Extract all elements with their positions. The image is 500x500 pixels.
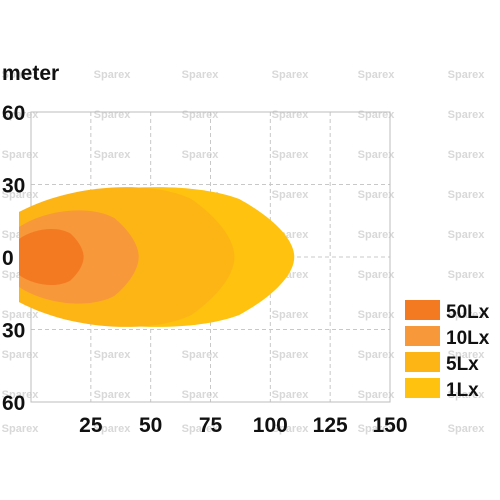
watermark-text: Sparex	[358, 389, 396, 401]
watermark-text: Sparex	[272, 189, 310, 201]
watermark-text: Sparex	[182, 109, 220, 121]
watermark-text: Sparex	[2, 309, 40, 321]
y-tick-labels: 60 30 0 30 60	[2, 102, 25, 415]
y-tick-label: 60	[2, 102, 25, 125]
watermark-text: Sparex	[358, 229, 396, 241]
watermark-text: Sparex	[358, 189, 396, 201]
watermark-text: Sparex	[358, 269, 396, 281]
y-tick-label: 30	[2, 320, 25, 343]
watermark-text: Sparex	[272, 109, 310, 121]
watermark-text: Sparex	[448, 423, 486, 435]
watermark-text: Sparex	[448, 309, 486, 321]
legend-swatch	[405, 300, 440, 320]
watermark-text: Sparex	[272, 309, 310, 321]
watermark-text: Sparex	[272, 69, 310, 81]
watermark-text: Sparex	[358, 309, 396, 321]
x-tick-labels: 25 50 75 100 125 150	[79, 414, 407, 437]
x-tick-label: 50	[139, 414, 162, 437]
legend-label: 5Lx	[446, 354, 479, 375]
x-tick-label: 100	[253, 414, 288, 437]
legend-label: 1Lx	[446, 380, 479, 401]
legend-swatch	[405, 326, 440, 346]
watermark-text: Sparex	[2, 389, 40, 401]
watermark-text: Sparex	[358, 349, 396, 361]
legend: 50Lx 10Lx 5Lx 1Lx	[405, 300, 490, 401]
watermark-text: Sparex	[2, 149, 40, 161]
legend-label: 50Lx	[446, 302, 490, 323]
watermark-text: Sparex	[448, 389, 486, 401]
x-tick-label: 125	[313, 414, 348, 437]
watermark-text: Sparex	[272, 423, 310, 435]
watermark-text: Sparex	[182, 149, 220, 161]
watermark-text: Sparex	[182, 69, 220, 81]
watermark-text: Sparex	[182, 423, 220, 435]
watermark-text: Sparex	[448, 229, 486, 241]
watermark-text: Sparex	[358, 423, 396, 435]
watermark-text: Sparex	[272, 389, 310, 401]
watermark-text: Sparex	[2, 349, 40, 361]
watermark-text: Sparex	[94, 109, 132, 121]
watermark-text: Sparex	[2, 423, 40, 435]
watermark-text: Sparex	[448, 189, 486, 201]
watermark-text: Sparex	[94, 69, 132, 81]
watermark-text: Sparex	[272, 349, 310, 361]
x-tick-label: 25	[79, 414, 103, 437]
watermark-text: Sparex	[94, 389, 132, 401]
watermark-text: Sparex	[448, 109, 486, 121]
watermark-text: Sparex	[2, 69, 40, 81]
legend-label: 10Lx	[446, 328, 490, 349]
watermark-text: Sparex	[448, 349, 486, 361]
watermark-text: Sparex	[2, 189, 40, 201]
watermark-text: Sparex	[182, 349, 220, 361]
legend-swatch	[405, 352, 440, 372]
y-axis-label: meter	[2, 62, 59, 85]
watermark-text: Sparex	[94, 349, 132, 361]
watermark-text: Sparex	[94, 149, 132, 161]
beam-shapes	[19, 187, 295, 327]
watermark-text: Sparex	[2, 109, 40, 121]
legend-swatch	[405, 378, 440, 398]
y-tick-label: 0	[2, 247, 14, 270]
x-tick-label: 150	[372, 414, 407, 437]
watermark-text: Sparex	[358, 149, 396, 161]
watermark-text: Sparex	[182, 389, 220, 401]
y-tick-label: 30	[2, 175, 25, 198]
watermark-text: Sparex	[448, 69, 486, 81]
watermark-text: Sparex	[448, 269, 486, 281]
watermark-text: Sparex	[94, 423, 132, 435]
watermark-text: Sparex	[448, 149, 486, 161]
beam-50lx	[19, 229, 84, 285]
y-tick-label: 60	[2, 392, 25, 415]
watermark-text: Sparex	[358, 69, 396, 81]
x-tick-label: 75	[199, 414, 223, 437]
watermark-text: Sparex	[272, 149, 310, 161]
